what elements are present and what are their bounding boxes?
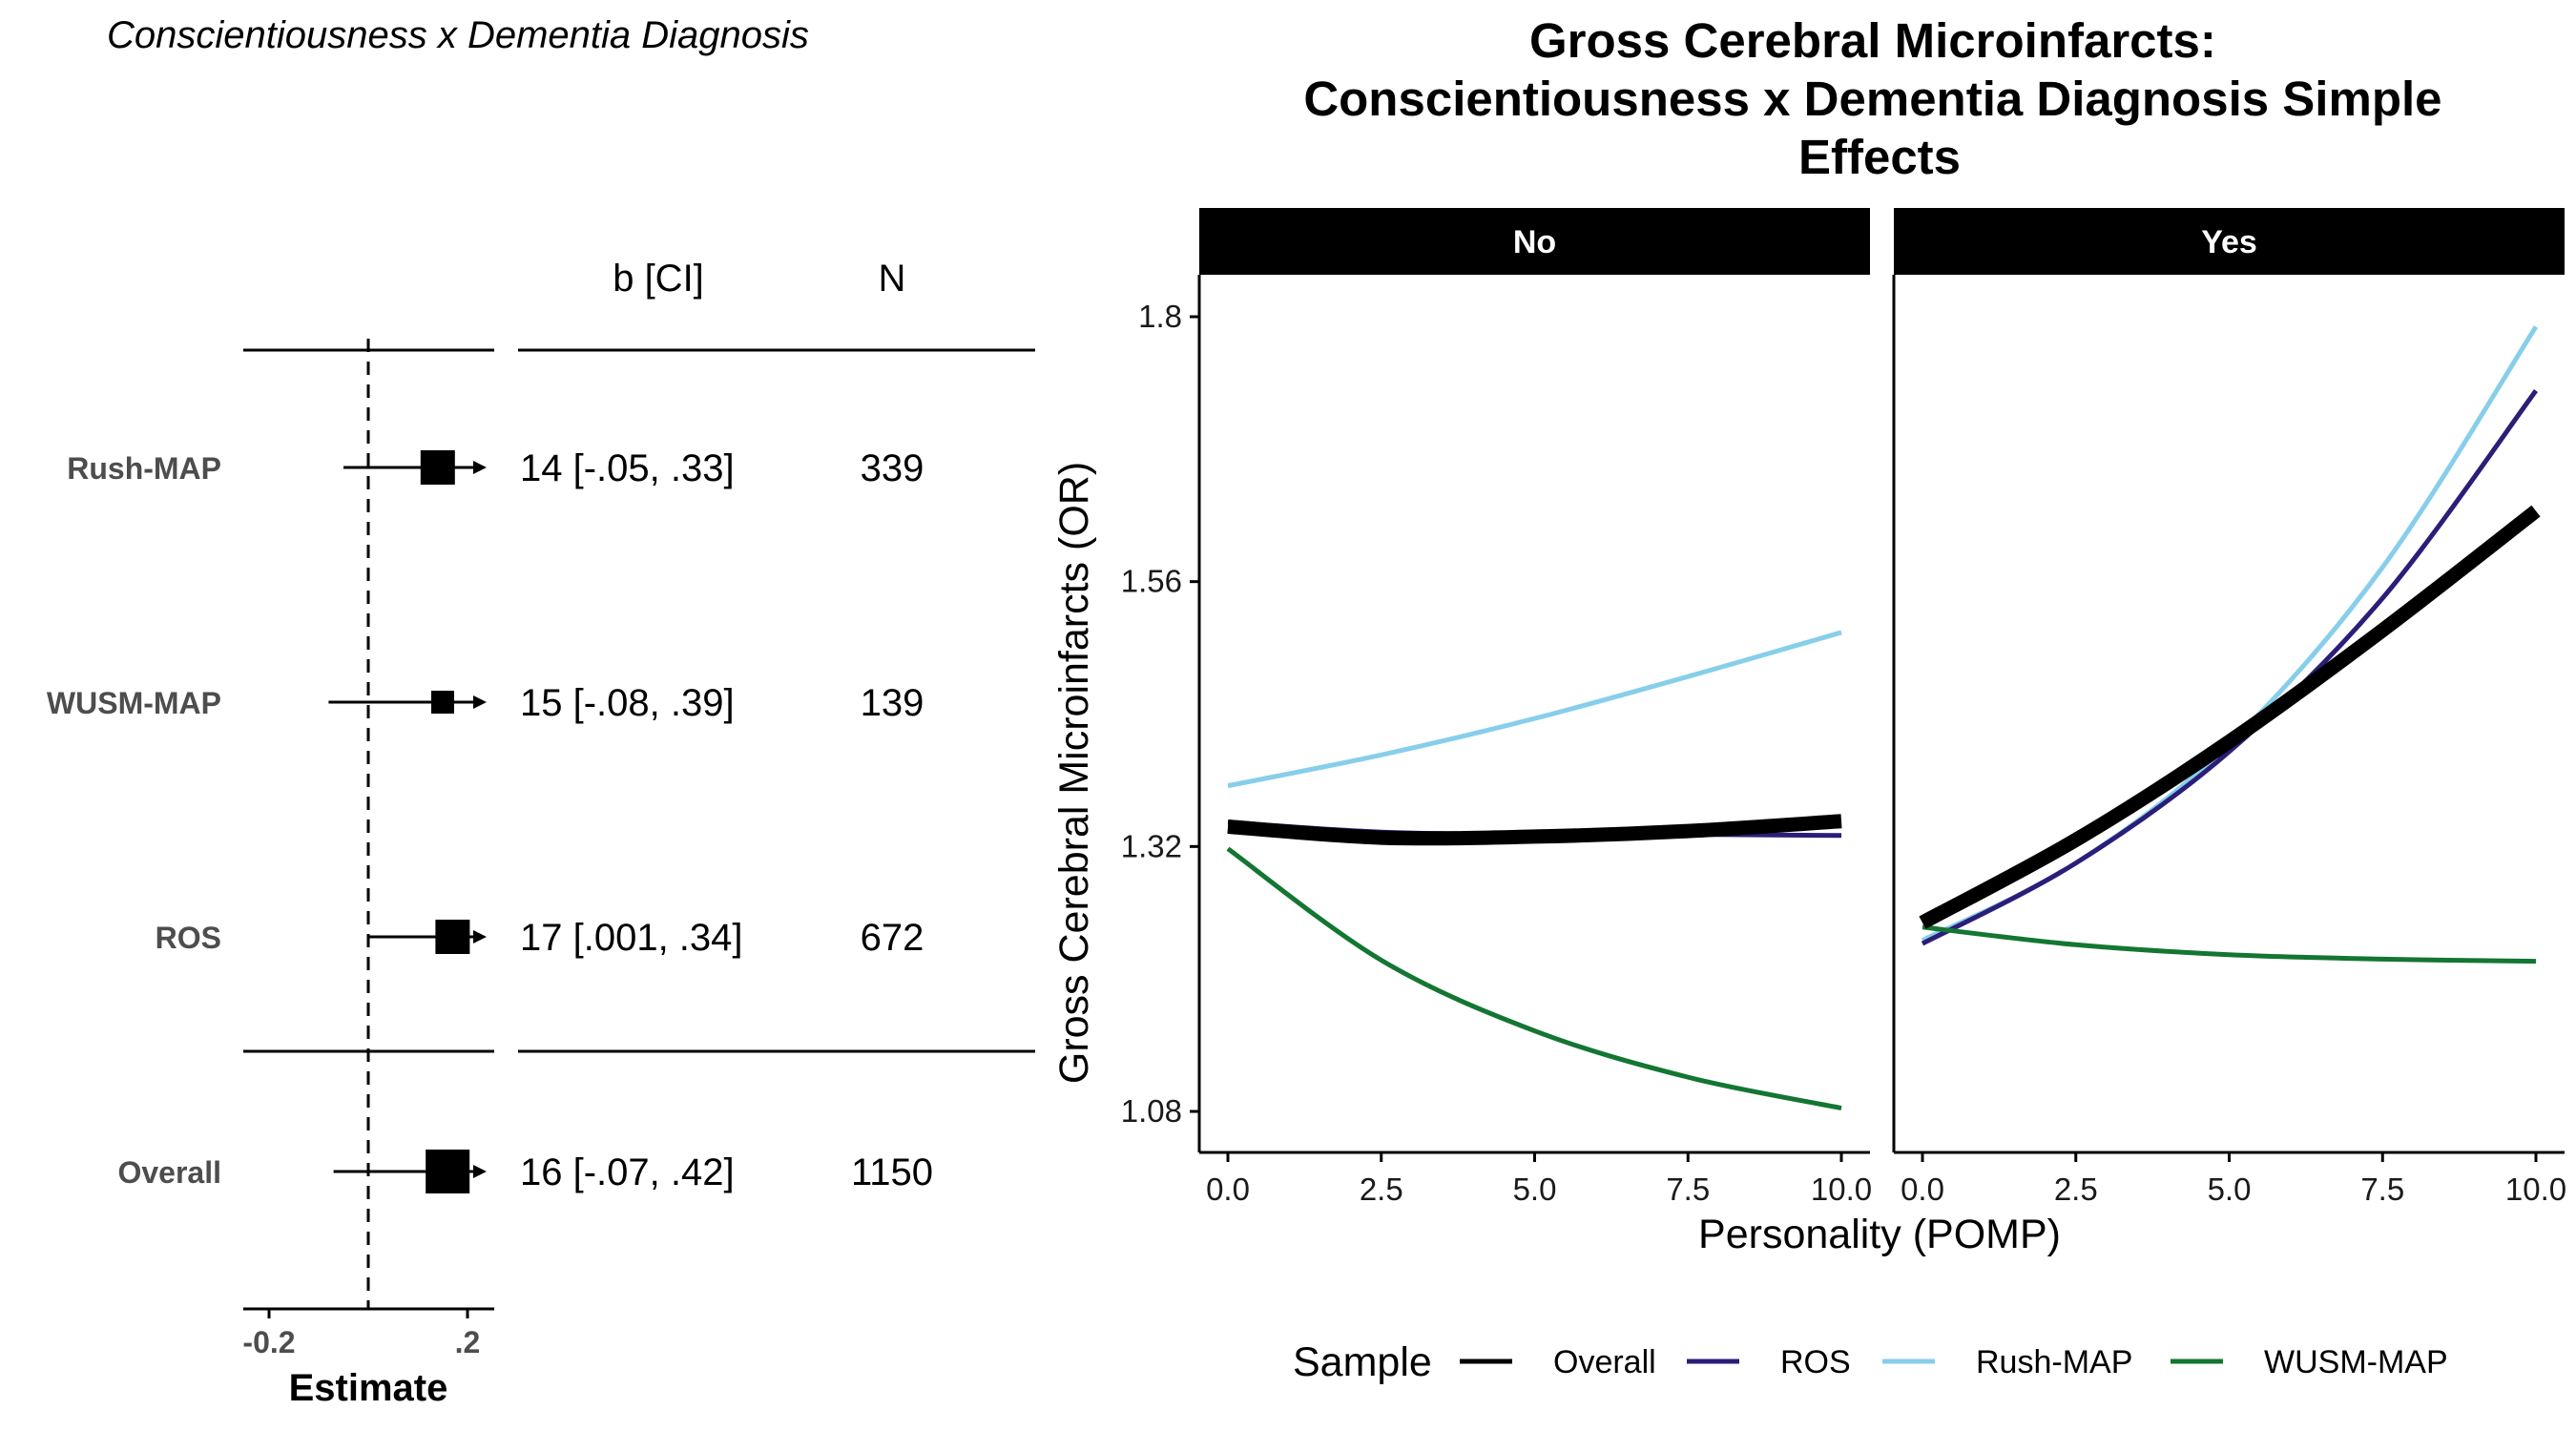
forest-row-label: WUSM-MAP bbox=[47, 686, 221, 720]
x-tick-label: 0.0 bbox=[1901, 1172, 1944, 1207]
forest-ci-arrow bbox=[473, 461, 487, 474]
x-axis-title: Personality (POMP) bbox=[1698, 1212, 2061, 1257]
forest-xtick-label: .2 bbox=[455, 1325, 481, 1359]
forest-point-estimate bbox=[431, 691, 454, 714]
chart-title-line: Effects bbox=[1798, 130, 1961, 184]
x-tick-label: 10.0 bbox=[2505, 1172, 2566, 1207]
forest-x-axis-title: Estimate bbox=[289, 1367, 448, 1409]
forest-rows: Rush-MAP 14 [-.05, .33] 339 WUSM-MAP 15 [-.0… bbox=[47, 447, 933, 1193]
forest-row-n: 672 bbox=[861, 917, 924, 959]
forest-point-estimate bbox=[426, 1150, 470, 1193]
y-tick-label: 1.08 bbox=[1121, 1093, 1182, 1129]
forest-row-n: 139 bbox=[861, 682, 924, 724]
forest-header-b: b [CI] bbox=[613, 258, 704, 300]
x-tick-label: 7.5 bbox=[1666, 1172, 1710, 1207]
facet-strip-label: Yes bbox=[2201, 224, 2257, 260]
x-tick-label: 5.0 bbox=[2208, 1172, 2252, 1207]
forest-title: Conscientiousness x Dementia Diagnosis bbox=[107, 14, 809, 56]
forest-row-label: Rush-MAP bbox=[67, 451, 221, 486]
legend-label: WUSM-MAP bbox=[2264, 1344, 2448, 1380]
series-line-wusm-map bbox=[1922, 924, 2537, 964]
forest-row-estimate: 17 [.001, .34] bbox=[520, 917, 743, 959]
forest-header-n: N bbox=[879, 258, 906, 300]
legend-label: Rush-MAP bbox=[1976, 1344, 2132, 1380]
y-tick-label: 1.56 bbox=[1121, 564, 1182, 599]
y-tick-label: 1.8 bbox=[1138, 299, 1182, 334]
chart-title-line: Gross Cerebral Microinfarcts: bbox=[1529, 13, 2216, 68]
series-line-rush-map bbox=[1227, 630, 1842, 789]
legend-title: Sample bbox=[1293, 1339, 1432, 1385]
legend-label: Overall bbox=[1553, 1344, 1656, 1380]
y-tick-label: 1.32 bbox=[1121, 828, 1182, 863]
forest-ci-arrow bbox=[473, 930, 487, 944]
panel-no: No 0.0 2.5 5.0 7.5 10.0 1.08 1.32 1.56 1.8 bbox=[1121, 208, 1872, 1207]
chart-panels: No 0.0 2.5 5.0 7.5 10.0 1.08 1.32 1.56 1.8 Yes 0.0 2… bbox=[1121, 208, 2566, 1207]
x-tick-label: 5.0 bbox=[1513, 1172, 1557, 1207]
series-line-overall bbox=[1227, 814, 1842, 846]
facet-strip-label: No bbox=[1513, 224, 1556, 260]
x-tick-label: 0.0 bbox=[1206, 1172, 1250, 1207]
line-chart: Gross Cerebral Microinfarcts: Conscienti… bbox=[1051, 13, 2566, 1385]
facet-strip bbox=[1894, 208, 2565, 275]
forest-point-estimate bbox=[435, 920, 470, 954]
forest-row-estimate: 15 [-.08, .39] bbox=[520, 682, 735, 724]
forest-point-estimate bbox=[420, 450, 455, 485]
forest-row-label: ROS bbox=[156, 921, 221, 955]
x-tick-label: 2.5 bbox=[1360, 1172, 1403, 1207]
forest-plot: Conscientiousness x Dementia Diagnosis b… bbox=[47, 14, 1035, 1409]
x-tick-label: 10.0 bbox=[1811, 1172, 1872, 1207]
series-line-wusm-map bbox=[1226, 846, 1842, 1110]
panel-yes: Yes 0.0 2.5 5.0 7.5 10.0 bbox=[1892, 208, 2566, 1207]
forest-row-n: 339 bbox=[861, 447, 924, 489]
forest-ci-arrow bbox=[473, 695, 487, 709]
series-line-rush-map bbox=[1921, 325, 2539, 943]
forest-row-estimate: 16 [-.07, .42] bbox=[520, 1151, 735, 1193]
forest-row-n: 1150 bbox=[851, 1151, 933, 1193]
legend-label: ROS bbox=[1780, 1344, 1851, 1380]
forest-row-label: Overall bbox=[117, 1155, 221, 1190]
forest-xtick-label: -0.2 bbox=[242, 1325, 295, 1359]
forest-ci-arrow bbox=[473, 1165, 487, 1178]
chart-title: Gross Cerebral Microinfarcts: Conscienti… bbox=[1303, 13, 2455, 184]
legend: Sample Overall ROS Rush-MAP WUSM-MAP bbox=[1293, 1339, 2448, 1385]
x-tick-label: 2.5 bbox=[2054, 1172, 2098, 1207]
series-line-overall bbox=[1919, 505, 2541, 929]
chart-title-line: Conscientiousness x Dementia Diagnosis S… bbox=[1303, 72, 2441, 126]
x-tick-label: 7.5 bbox=[2360, 1172, 2404, 1207]
forest-row-estimate: 14 [-.05, .33] bbox=[520, 447, 735, 489]
y-axis-title: Gross Cerebral Microinfarcts (OR) bbox=[1051, 462, 1097, 1084]
facet-strip bbox=[1199, 208, 1870, 275]
